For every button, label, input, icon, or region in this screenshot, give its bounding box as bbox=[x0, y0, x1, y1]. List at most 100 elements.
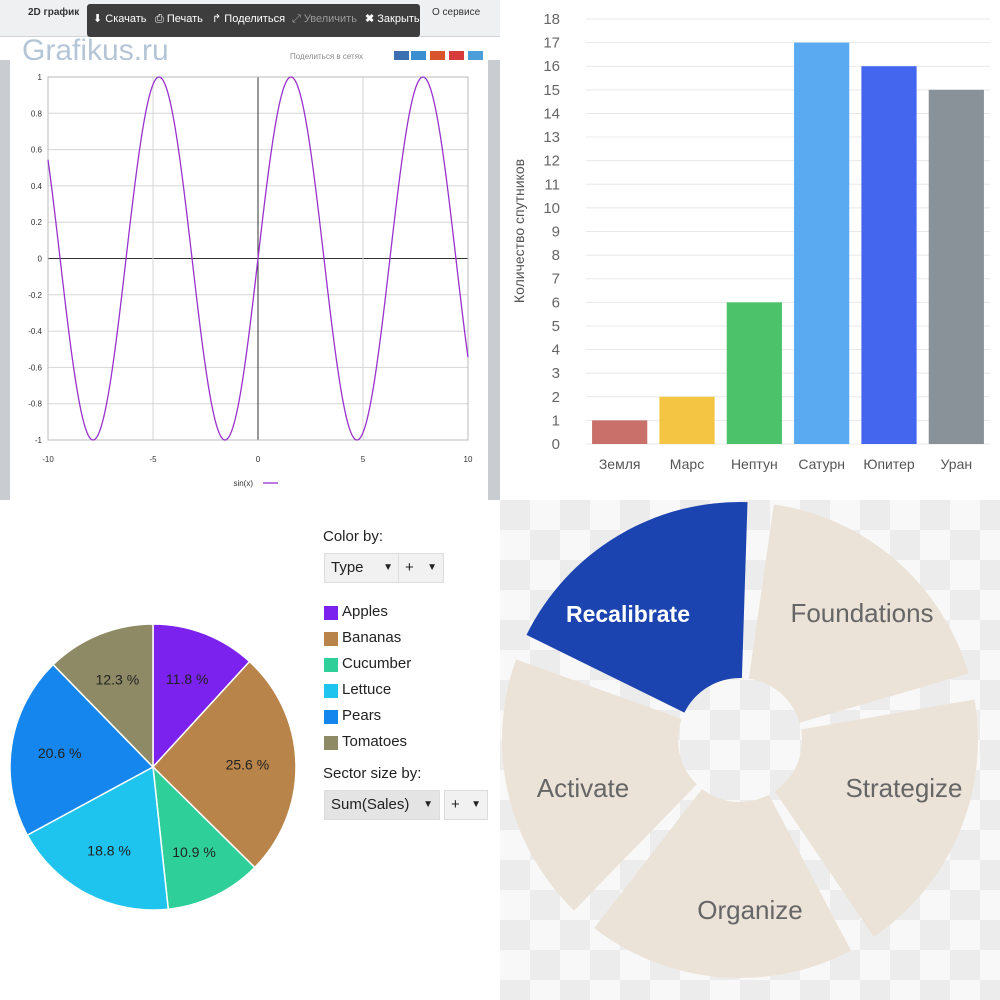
y-tick-label: 5 bbox=[552, 318, 560, 335]
y-tick-label: -0.6 bbox=[28, 363, 42, 372]
chevron-down-icon: ▼ bbox=[383, 562, 393, 573]
checker-tile bbox=[980, 650, 1000, 680]
checker-tile bbox=[980, 530, 1000, 560]
share-button[interactable]: ↱ Поделиться bbox=[212, 4, 285, 37]
close-label: Закрыть bbox=[377, 13, 420, 25]
share-label: Поделиться bbox=[224, 13, 286, 25]
slice-label: 10.9 % bbox=[172, 844, 216, 860]
y-tick-label: 0 bbox=[38, 255, 43, 264]
printer-icon: ⎙ bbox=[155, 13, 164, 25]
x-tick-label: Марс bbox=[670, 456, 704, 472]
slice-label: 12.3 % bbox=[96, 672, 140, 688]
site-tab-2d[interactable]: 2D график bbox=[28, 7, 80, 18]
checker-tile bbox=[560, 980, 590, 1000]
y-tick-label: -0.4 bbox=[28, 327, 42, 336]
color-by-select[interactable]: Type ▼ bbox=[324, 553, 400, 583]
color-by-label: Color by: bbox=[323, 528, 384, 545]
y-tick-label: 4 bbox=[552, 342, 560, 359]
pie-slice bbox=[52, 623, 154, 769]
site-share-label: Поделиться в сетях bbox=[290, 52, 364, 61]
x-tick-label: -5 bbox=[149, 455, 157, 464]
y-tick-label: 1 bbox=[552, 412, 560, 429]
print-button[interactable]: ⎙ Печать bbox=[155, 4, 203, 37]
zoom-label: Увеличить bbox=[303, 13, 357, 25]
y-tick-label: 7 bbox=[552, 271, 560, 288]
zoom-button[interactable]: ⤢ Увеличить bbox=[292, 4, 357, 37]
sector-size-label: Sector size by: bbox=[323, 765, 422, 782]
checker-tile bbox=[590, 980, 620, 1000]
checker-tile bbox=[560, 950, 590, 980]
legend-label: Bananas bbox=[342, 629, 402, 646]
checker-tile bbox=[620, 980, 650, 1000]
legend-swatch bbox=[324, 684, 338, 698]
segment-label: Organize bbox=[697, 895, 803, 925]
close-button[interactable]: ✖ Закрыть bbox=[365, 4, 420, 37]
checker-tile bbox=[740, 740, 770, 770]
sine-chart-svg: -1 -0.8 -0.6 -0.4 -0.2 0 0.2 0.4 0.6 0.8 1 -10 -5 0 5 1… bbox=[28, 73, 473, 488]
legend-label: Apples bbox=[342, 603, 388, 620]
y-tick-label: 1 bbox=[38, 73, 43, 82]
checker-tile bbox=[950, 950, 980, 980]
checker-tile bbox=[500, 980, 530, 1000]
x-tick-label: Земля bbox=[599, 456, 641, 472]
x-tick-label: Уран bbox=[941, 456, 973, 472]
y-tick-label: 11 bbox=[544, 176, 560, 193]
checker-tile bbox=[770, 710, 800, 740]
y-tick-label: 17 bbox=[543, 35, 560, 52]
checker-tile bbox=[740, 680, 770, 710]
checker-tile bbox=[920, 530, 950, 560]
checker-tile bbox=[740, 710, 770, 740]
sector-size-add-select[interactable]: + ▼ bbox=[444, 790, 488, 820]
x-tick-label: Нептун bbox=[731, 456, 778, 472]
checker-tile bbox=[560, 530, 590, 560]
checker-tile bbox=[890, 980, 920, 1000]
color-by-add-select[interactable]: + ▼ bbox=[398, 553, 444, 583]
checker-tile bbox=[920, 890, 950, 920]
site-tab-about[interactable]: О сервисе bbox=[432, 7, 481, 18]
segment-label: Recalibrate bbox=[566, 601, 690, 627]
checker-tile bbox=[710, 680, 740, 710]
download-button[interactable]: ⬇ Скачать bbox=[93, 4, 147, 37]
checker-tile bbox=[560, 920, 590, 950]
chevron-down-icon: ▼ bbox=[471, 799, 481, 810]
legend-label: Pears bbox=[342, 707, 382, 724]
checker-tile bbox=[710, 980, 740, 1000]
checker-tile bbox=[740, 770, 770, 800]
y-tick-label: -0.8 bbox=[28, 400, 42, 409]
pie-slice bbox=[152, 623, 251, 769]
bar bbox=[592, 420, 648, 444]
legend-label: Lettuce bbox=[342, 681, 392, 698]
checker-tile bbox=[980, 770, 1000, 800]
cycle-segment bbox=[594, 789, 851, 979]
slice-label: 11.8 % bbox=[166, 671, 209, 687]
legend-swatch bbox=[324, 606, 338, 620]
bar bbox=[794, 42, 850, 444]
checker-tile bbox=[530, 500, 560, 530]
checker-tile bbox=[950, 920, 980, 950]
expand-icon: ⤢ bbox=[292, 13, 301, 25]
checker-tile bbox=[500, 950, 530, 980]
checker-tile bbox=[500, 500, 530, 530]
checker-tile bbox=[950, 590, 980, 620]
y-tick-label: 8 bbox=[552, 247, 560, 264]
y-tick-label: 0.8 bbox=[31, 109, 43, 118]
sine-plot-area: -1 -0.8 -0.6 -0.4 -0.2 0 0.2 0.4 0.6 0.8 1 -10 -5 0 5 1… bbox=[10, 60, 488, 500]
satellites-chart-panel: 0 1 2 3 4 5 6 7 8 9 10 11 12 13 14 15 16 17 18 Количество с… bbox=[500, 0, 1000, 500]
checker-tile bbox=[980, 980, 1000, 1000]
checker-tile bbox=[980, 830, 1000, 860]
sector-size-select[interactable]: Sum(Sales) ▼ bbox=[324, 790, 440, 820]
checker-tile bbox=[530, 890, 560, 920]
bar bbox=[861, 66, 917, 444]
checker-tile bbox=[980, 500, 1000, 530]
checker-tile bbox=[860, 500, 890, 530]
cycle-segment bbox=[502, 659, 697, 911]
chart-toolbar: ⬇ Скачать ⎙ Печать ↱ Поделиться ⤢ Увелич… bbox=[87, 4, 420, 37]
segment-label: Strategize bbox=[845, 773, 962, 803]
x-tick-label: Сатурн bbox=[798, 456, 845, 472]
legend-swatch bbox=[324, 736, 338, 750]
close-icon: ✖ bbox=[365, 13, 375, 25]
checker-tile bbox=[500, 560, 530, 590]
y-tick-label: -1 bbox=[35, 436, 43, 445]
y-tick-label: 0.2 bbox=[31, 218, 43, 227]
